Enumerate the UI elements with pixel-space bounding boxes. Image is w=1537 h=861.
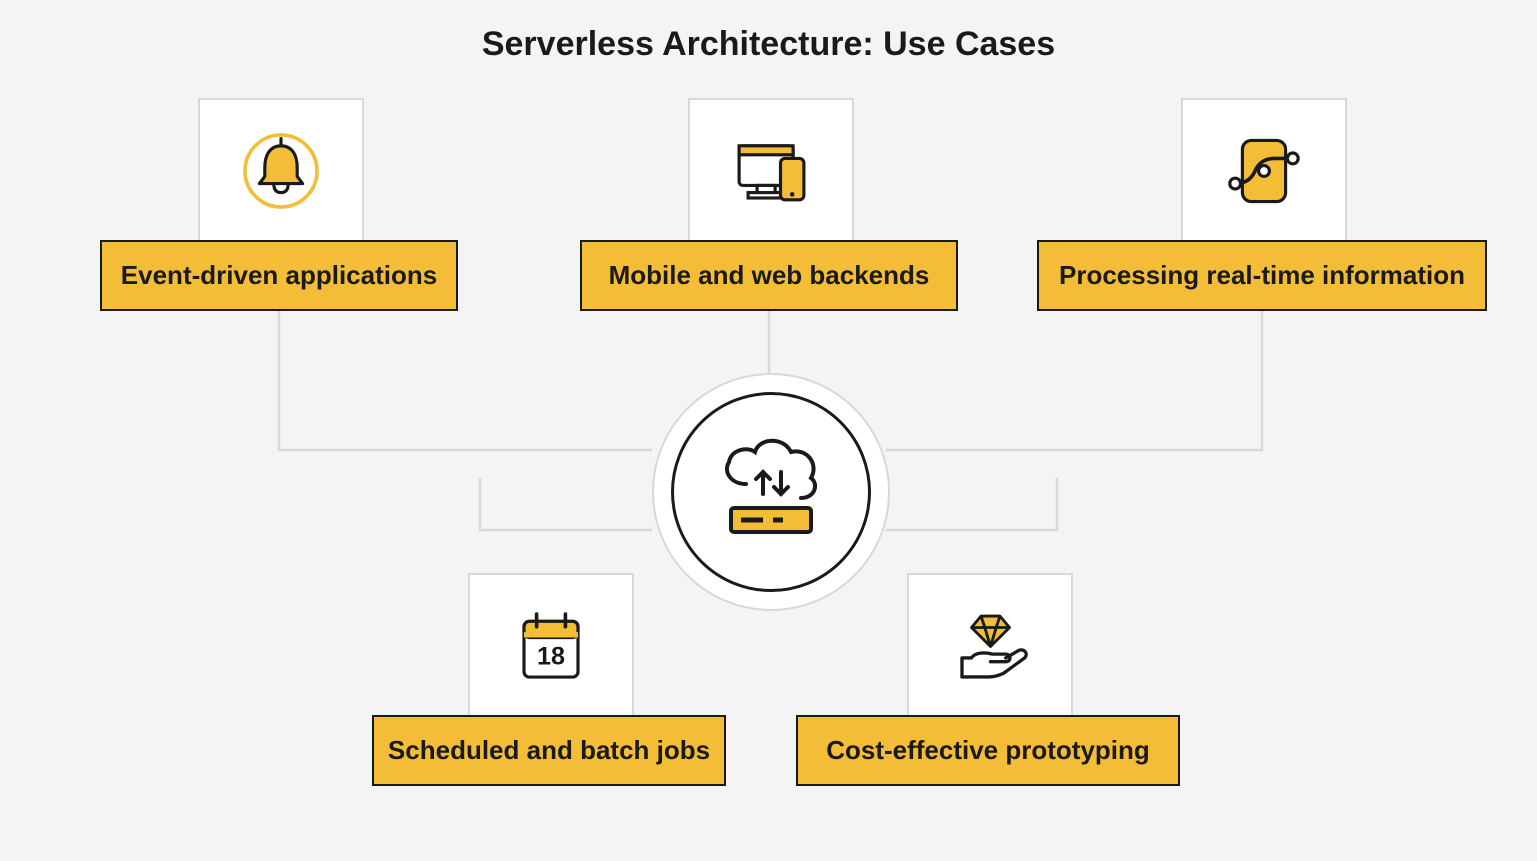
bell-icon xyxy=(236,126,326,216)
cloud-server-icon xyxy=(701,422,841,562)
card-prototyping-iconbox xyxy=(907,573,1073,719)
devices-icon xyxy=(724,126,819,216)
calendar-icon: 18 xyxy=(506,599,596,694)
card-realtime-label: Processing real-time information xyxy=(1037,240,1487,311)
card-mobile-web-label: Mobile and web backends xyxy=(580,240,958,311)
center-hub xyxy=(652,373,890,611)
card-mobile-web-text: Mobile and web backends xyxy=(609,260,930,291)
card-realtime-text: Processing real-time information xyxy=(1059,260,1465,291)
card-scheduled-text: Scheduled and batch jobs xyxy=(388,735,710,766)
card-realtime-iconbox xyxy=(1181,98,1347,244)
card-event-driven-label: Event-driven applications xyxy=(100,240,458,311)
card-prototyping-label: Cost-effective prototyping xyxy=(796,715,1180,786)
page-title: Serverless Architecture: Use Cases xyxy=(0,25,1537,64)
card-prototyping-text: Cost-effective prototyping xyxy=(826,735,1150,766)
card-event-driven-iconbox xyxy=(198,98,364,244)
card-scheduled-iconbox: 18 xyxy=(468,573,634,719)
card-scheduled-label: Scheduled and batch jobs xyxy=(372,715,726,786)
calendar-day-text: 18 xyxy=(537,642,565,670)
diamond-hand-icon xyxy=(943,599,1038,694)
module-icon xyxy=(1219,126,1309,216)
card-mobile-web-iconbox xyxy=(688,98,854,244)
card-event-driven-text: Event-driven applications xyxy=(121,260,437,291)
